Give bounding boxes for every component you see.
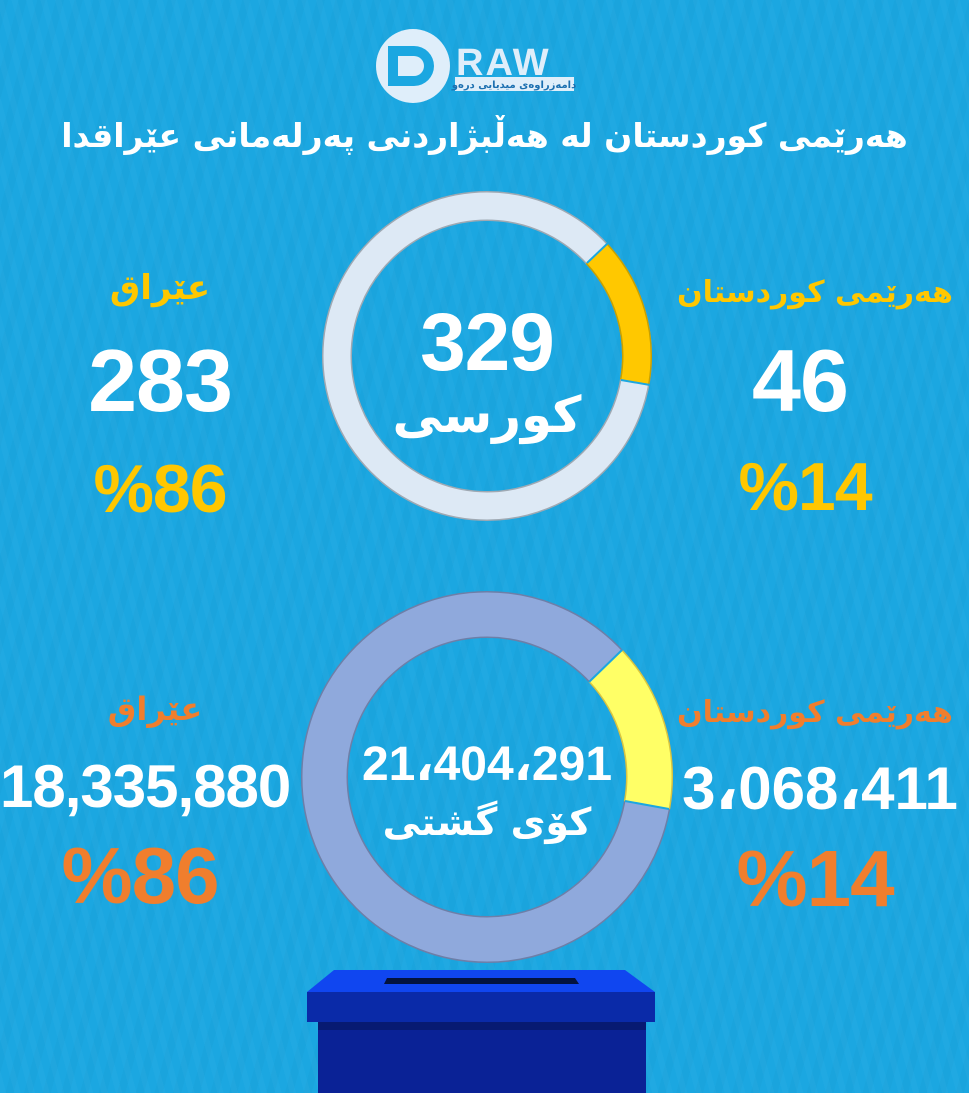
seats-iraq-label: عێراق	[109, 268, 211, 308]
seats-kurdistan-percent: %14	[738, 449, 872, 525]
voters-total-label: کۆی گشتی	[382, 800, 592, 844]
voters-donut-chart	[301, 591, 673, 963]
voters-iraq-label: عێراق	[107, 690, 203, 728]
voters-ring-kurdistan	[589, 651, 672, 810]
seats-iraq-value: 283	[88, 331, 233, 430]
seats-total-label: کورسی	[392, 386, 582, 444]
voters-iraq-percent: %86	[61, 831, 219, 920]
draw-d-logo-icon: RAW دامەزراوەی میدیایی درەو	[376, 29, 576, 103]
voters-total-value: 21،404،291	[361, 738, 613, 791]
seats-ring-kurdistan	[586, 244, 651, 385]
page-title: هەرێمی کوردستان لە هەڵبژاردنی پەرلەمانی …	[61, 116, 908, 155]
seats-total-value: 329	[420, 297, 555, 388]
voters-iraq-value: 18,335,880	[0, 753, 291, 820]
voters-kurdistan-percent: %14	[736, 834, 894, 923]
seats-donut-chart	[322, 191, 652, 521]
ballot-box-icon	[307, 970, 655, 1093]
seats-kurdistan-value: 46	[752, 331, 849, 430]
seats-iraq-percent: %86	[93, 451, 227, 527]
draw-logo: RAW دامەزراوەی میدیایی درەو	[374, 28, 584, 106]
seats-kurdistan-label: هەرێمی کوردستان	[677, 275, 953, 310]
voters-kurdistan-label: هەرێمی کوردستان	[677, 695, 953, 730]
svg-text:دامەزراوەی میدیایی درەو: دامەزراوەی میدیایی درەو	[451, 80, 576, 91]
voters-kurdistan-value: 3،068،411	[682, 755, 959, 822]
